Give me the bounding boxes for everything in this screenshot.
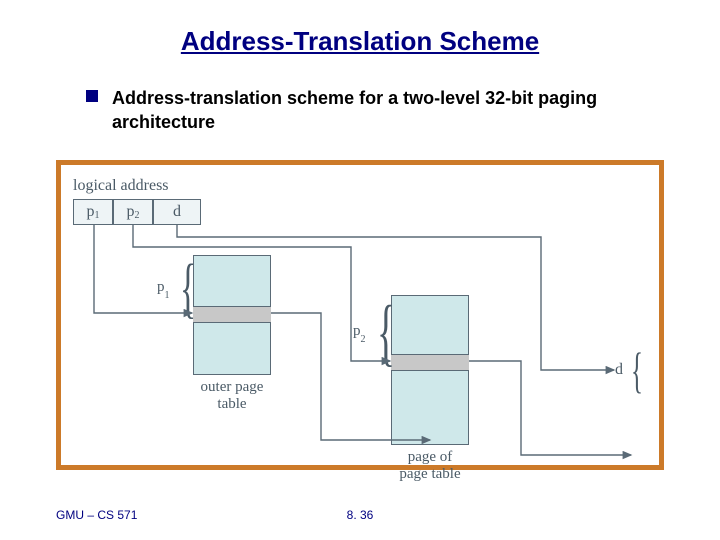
outer-page-table-entry (193, 306, 271, 323)
logical-address-label: logical address (73, 177, 169, 195)
logical-address-cell-2: d (153, 199, 201, 225)
arrow (469, 361, 631, 455)
outer-page-table (193, 255, 271, 375)
page-of-page-table-label: page ofpage table (387, 449, 473, 484)
p2-brace: p2{ (353, 295, 404, 370)
diagram-frame: logical address p1p2d outer pagetable p1… (56, 160, 664, 470)
outer-page-table-label: outer pagetable (189, 379, 275, 414)
logical-address-cell-1: p2 (113, 199, 153, 225)
diagram: logical address p1p2d outer pagetable p1… (61, 165, 659, 465)
p1-brace: p1{ (157, 255, 204, 322)
logical-address-cell-0: p1 (73, 199, 113, 225)
bullet-item: Address-translation scheme for a two-lev… (86, 86, 646, 135)
bullet-square-icon (86, 90, 98, 102)
bullet-text: Address-translation scheme for a two-lev… (112, 86, 646, 135)
d-brace: d{ (615, 345, 649, 395)
footer-center: 8. 36 (0, 508, 720, 522)
slide-title: Address-Translation Scheme (0, 26, 720, 57)
